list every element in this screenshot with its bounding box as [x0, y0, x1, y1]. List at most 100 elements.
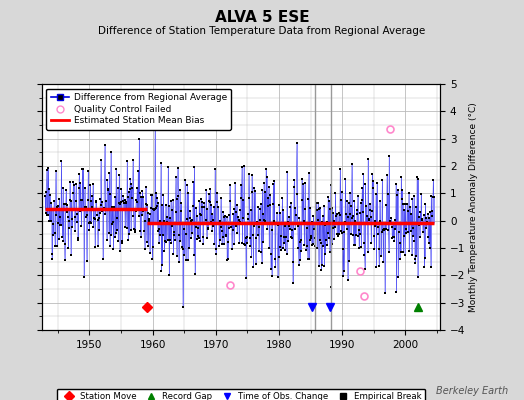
Point — [71, 197, 80, 204]
Point — [299, 220, 307, 226]
Point — [149, 206, 158, 213]
Point — [325, 198, 333, 204]
Point — [214, 220, 223, 226]
Point — [336, 166, 344, 172]
Point — [126, 186, 134, 192]
Point — [352, 232, 360, 238]
Point — [202, 186, 210, 193]
Point — [101, 198, 110, 204]
Point — [276, 210, 284, 216]
Point — [42, 189, 50, 196]
Point — [106, 242, 114, 249]
Point — [264, 194, 272, 201]
Point — [51, 168, 60, 174]
Point — [344, 200, 353, 206]
Point — [216, 237, 224, 244]
Point — [182, 231, 190, 238]
Point — [390, 238, 399, 244]
Point — [389, 220, 398, 227]
Point — [424, 240, 433, 246]
Point — [270, 177, 279, 184]
Point — [304, 196, 312, 202]
Point — [347, 203, 355, 210]
Point — [423, 219, 431, 226]
Point — [258, 186, 267, 193]
Point — [291, 205, 300, 211]
Point — [179, 246, 188, 253]
Point — [264, 203, 272, 209]
Point — [217, 241, 226, 248]
Point — [61, 240, 69, 247]
Point — [128, 195, 136, 202]
Point — [325, 249, 334, 255]
Point — [146, 210, 155, 217]
Point — [332, 211, 341, 217]
Point — [151, 120, 159, 126]
Point — [257, 249, 266, 255]
Point — [166, 215, 174, 221]
Point — [194, 232, 202, 239]
Point — [93, 243, 102, 249]
Point — [298, 197, 307, 203]
Point — [139, 208, 148, 214]
Point — [118, 240, 127, 247]
Point — [366, 207, 374, 214]
Point — [188, 230, 196, 236]
Point — [73, 235, 82, 241]
Point — [287, 234, 296, 240]
Point — [259, 239, 268, 246]
Point — [288, 235, 296, 241]
Point — [245, 195, 254, 201]
Point — [407, 211, 416, 218]
Point — [244, 211, 253, 217]
Point — [390, 234, 398, 240]
Point — [381, 290, 389, 296]
Point — [268, 227, 277, 233]
Point — [145, 218, 154, 224]
Point — [103, 176, 111, 183]
Point — [326, 206, 334, 212]
Point — [342, 211, 350, 218]
Point — [152, 190, 160, 196]
Point — [263, 226, 271, 232]
Point — [386, 218, 394, 224]
Point — [199, 241, 207, 248]
Point — [136, 190, 144, 196]
Point — [331, 189, 340, 196]
Point — [312, 200, 320, 206]
Point — [220, 241, 228, 248]
Point — [126, 176, 135, 182]
Point — [328, 240, 336, 247]
Point — [361, 181, 369, 187]
Y-axis label: Monthly Temperature Anomaly Difference (°C): Monthly Temperature Anomaly Difference (… — [470, 102, 478, 312]
Point — [60, 200, 68, 207]
Point — [261, 189, 269, 196]
Point — [365, 201, 374, 207]
Point — [319, 243, 328, 250]
Point — [427, 264, 435, 270]
Point — [78, 166, 86, 172]
Point — [117, 199, 125, 206]
Point — [291, 226, 299, 232]
Point — [239, 215, 248, 221]
Point — [70, 228, 79, 234]
Point — [279, 245, 287, 252]
Point — [167, 198, 175, 204]
Point — [392, 288, 401, 295]
Point — [206, 186, 214, 192]
Point — [396, 240, 405, 246]
Point — [373, 180, 381, 186]
Point — [280, 240, 289, 247]
Point — [150, 206, 158, 213]
Point — [368, 185, 377, 191]
Point — [301, 206, 310, 212]
Point — [117, 186, 126, 192]
Point — [82, 258, 91, 264]
Point — [315, 206, 323, 212]
Point — [286, 204, 294, 210]
Point — [374, 224, 382, 230]
Point — [105, 230, 113, 236]
Point — [112, 230, 120, 236]
Point — [286, 225, 294, 232]
Point — [110, 204, 118, 211]
